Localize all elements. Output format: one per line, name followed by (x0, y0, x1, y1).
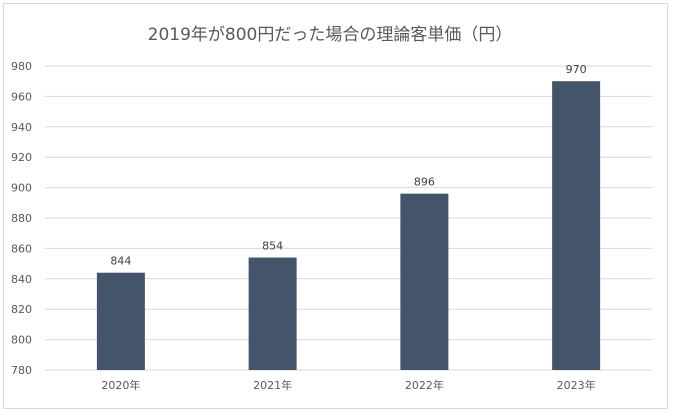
chart-title: 2019年が800円だった場合の理論客単価（円） (148, 25, 513, 45)
y-tick-label: 840 (11, 273, 32, 286)
gridlines (45, 65, 652, 371)
bar (552, 81, 601, 370)
x-tick-label: 2020年 (101, 378, 140, 392)
x-axis-ticks: 2020年 2021年 2022年 2023年 (101, 378, 595, 392)
bar (96, 272, 145, 370)
y-tick-label: 940 (11, 121, 32, 134)
x-tick-label: 2022年 (405, 378, 444, 392)
y-tick-label: 980 (11, 60, 32, 73)
bar (248, 257, 297, 370)
bars (96, 81, 601, 370)
y-tick-label: 800 (11, 334, 32, 347)
data-label: 854 (262, 240, 283, 253)
x-tick-label: 2021年 (253, 378, 292, 392)
data-label: 896 (414, 176, 435, 189)
y-tick-label: 960 (11, 90, 32, 103)
x-tick-label: 2023年 (557, 378, 596, 392)
data-label: 844 (110, 255, 131, 268)
y-tick-label: 820 (11, 303, 32, 316)
y-tick-label: 780 (11, 364, 32, 377)
bar (400, 193, 449, 370)
data-label: 970 (566, 63, 587, 76)
y-tick-label: 900 (11, 182, 32, 195)
y-tick-label: 860 (11, 242, 32, 255)
y-axis-ticks: 780 800 820 840 860 880 900 920 940 960 980 (11, 60, 32, 377)
data-labels: 844 854 896 970 (110, 63, 586, 268)
y-tick-label: 880 (11, 212, 32, 225)
y-tick-label: 920 (11, 151, 32, 164)
